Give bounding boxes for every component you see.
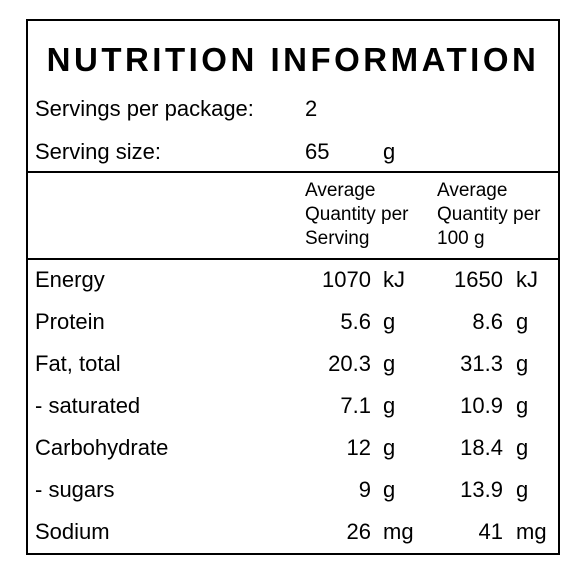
nutrient-name: Energy (35, 267, 105, 292)
serving-size-value: 65 (305, 139, 330, 164)
nutrient-name: Fat, total (35, 351, 121, 376)
per-serving-unit: g (383, 309, 396, 334)
col-header-per-100g: Average Quantity per 100 g (437, 179, 541, 251)
divider-top (28, 171, 558, 173)
per-100g-value: 8.6 (472, 309, 503, 334)
divider-header (28, 258, 558, 260)
panel-title: NUTRITION INFORMATION (46, 41, 540, 78)
per-serving-value: 26 (346, 519, 371, 544)
col-header-line: Average (305, 180, 376, 201)
per-100g-value: 13.9 (460, 477, 503, 502)
nutrient-name: Sodium (35, 519, 110, 544)
col-header-line: Quantity per (305, 204, 409, 225)
per-100g-unit: g (516, 477, 529, 502)
per-serving-unit: g (383, 393, 396, 418)
per-serving-value: 20.3 (328, 351, 371, 376)
nutrient-name: - sugars (35, 477, 115, 502)
per-100g-unit: kJ (516, 267, 538, 292)
per-100g-unit: g (516, 351, 529, 376)
per-serving-value: 1070 (322, 267, 371, 292)
servings-label: Servings per package: (35, 96, 254, 121)
per-serving-value: 12 (346, 435, 371, 460)
per-serving-unit: kJ (383, 267, 405, 292)
per-100g-value: 18.4 (460, 435, 503, 460)
nutrient-name: Carbohydrate (35, 435, 169, 460)
per-serving-unit: g (383, 351, 396, 376)
col-header-line: 100 g (437, 228, 485, 249)
per-serving-unit: mg (383, 519, 414, 544)
per-100g-value: 1650 (454, 267, 503, 292)
per-serving-value: 7.1 (340, 393, 371, 418)
per-serving-value: 9 (358, 477, 371, 502)
per-serving-value: 5.6 (340, 309, 371, 334)
per-100g-value: 10.9 (460, 393, 503, 418)
nutrition-panel: NUTRITION INFORMATION Servings per packa… (26, 19, 560, 555)
col-header-per-serving: Average Quantity per Serving (305, 179, 409, 251)
per-100g-unit: g (516, 309, 529, 334)
per-100g-unit: mg (516, 519, 547, 544)
col-header-line: Average (437, 180, 508, 201)
per-100g-unit: g (516, 435, 529, 460)
per-100g-value: 31.3 (460, 351, 503, 376)
per-100g-value: 41 (478, 519, 503, 544)
per-100g-unit: g (516, 393, 529, 418)
serving-size-label: Serving size: (35, 139, 161, 164)
servings-value: 2 (305, 96, 318, 121)
nutrient-name: - saturated (35, 393, 141, 418)
per-serving-unit: g (383, 477, 396, 502)
per-serving-unit: g (383, 435, 396, 460)
col-header-line: Serving (305, 228, 370, 249)
serving-size-unit: g (383, 139, 396, 164)
nutrient-name: Protein (35, 309, 105, 334)
col-header-line: Quantity per (437, 204, 541, 225)
